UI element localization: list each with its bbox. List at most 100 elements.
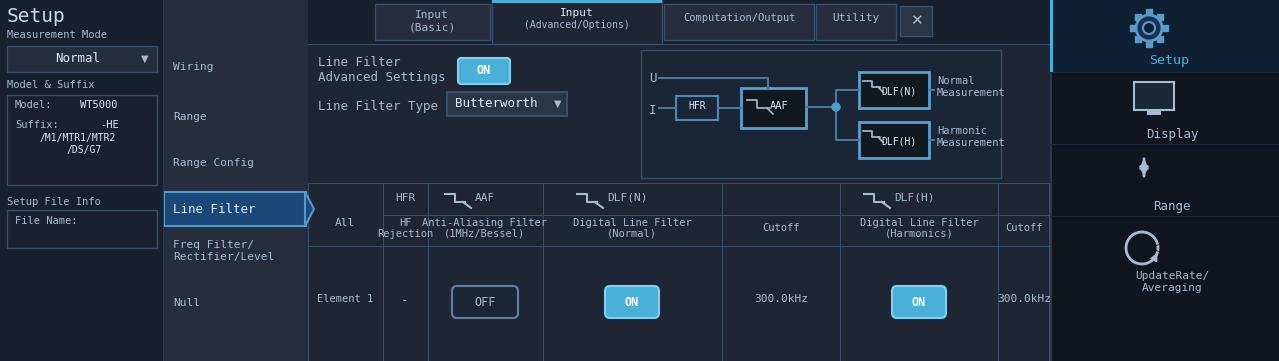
Bar: [308, 183, 1050, 184]
Bar: [382, 215, 1050, 216]
Bar: [308, 183, 1050, 361]
Circle shape: [833, 103, 840, 111]
Text: HF: HF: [399, 218, 412, 228]
Bar: [664, 4, 813, 40]
Text: Null: Null: [173, 298, 200, 308]
Text: Input: Input: [416, 10, 449, 20]
Text: Model:: Model:: [15, 100, 52, 110]
Text: WT5000: WT5000: [81, 100, 118, 110]
Text: HFR: HFR: [688, 101, 706, 111]
Circle shape: [1136, 15, 1163, 41]
Text: Line Filter: Line Filter: [318, 56, 400, 69]
Bar: [859, 122, 929, 158]
Text: HFR: HFR: [395, 193, 416, 203]
FancyBboxPatch shape: [458, 58, 510, 84]
Bar: [1050, 0, 1053, 361]
Bar: [1146, 41, 1152, 47]
Bar: [164, 192, 306, 226]
Text: Measurement: Measurement: [938, 138, 1005, 148]
Text: 300.0kHz: 300.0kHz: [755, 294, 808, 304]
Bar: [1157, 36, 1164, 42]
Text: I: I: [648, 104, 656, 117]
Text: (1MHz/Bessel): (1MHz/Bessel): [444, 229, 526, 239]
Text: (Advanced/Options): (Advanced/Options): [524, 20, 629, 30]
Text: /M1/MTR1/MTR2: /M1/MTR1/MTR2: [40, 133, 116, 143]
Text: Input: Input: [560, 8, 593, 18]
Bar: [1146, 9, 1152, 15]
Text: DLF(N): DLF(N): [881, 87, 917, 97]
Text: Freq Filter/: Freq Filter/: [173, 240, 255, 250]
Bar: [1050, 0, 1279, 72]
Bar: [1131, 25, 1136, 31]
Text: Cutoff: Cutoff: [1005, 223, 1042, 233]
Text: -HE: -HE: [100, 120, 119, 130]
Text: AAF: AAF: [770, 101, 788, 111]
Text: ON: ON: [477, 65, 491, 78]
Text: ON: ON: [625, 296, 640, 309]
Text: Setup File Info: Setup File Info: [6, 197, 101, 207]
Bar: [6, 46, 157, 72]
Text: Range: Range: [173, 112, 207, 122]
Bar: [308, 0, 1050, 44]
Text: DLF(N): DLF(N): [608, 193, 647, 203]
Text: Range Config: Range Config: [173, 158, 255, 168]
Text: Computation/Output: Computation/Output: [683, 13, 796, 23]
Text: Normal: Normal: [938, 76, 975, 86]
Text: (Basic): (Basic): [408, 22, 455, 32]
Text: Rectifier/Level: Rectifier/Level: [173, 252, 274, 262]
Text: Measurement Mode: Measurement Mode: [6, 30, 107, 40]
Bar: [1134, 36, 1141, 42]
Bar: [375, 4, 490, 40]
Text: Butterworth: Butterworth: [455, 97, 537, 110]
Text: Element 1: Element 1: [317, 294, 373, 304]
Bar: [1050, 144, 1279, 145]
Text: Line Filter Type: Line Filter Type: [318, 100, 437, 113]
Text: Setup: Setup: [6, 7, 65, 26]
Text: Suffix:: Suffix:: [15, 120, 59, 130]
Text: Line Filter: Line Filter: [173, 203, 256, 216]
Bar: [1050, 72, 1279, 73]
Bar: [1050, 72, 1279, 144]
Bar: [308, 246, 1050, 361]
Text: Advanced Settings: Advanced Settings: [318, 71, 445, 84]
Text: UpdateRate/: UpdateRate/: [1134, 271, 1209, 281]
Text: Setup: Setup: [1149, 54, 1189, 67]
Bar: [6, 95, 157, 185]
Text: ON: ON: [912, 296, 926, 309]
Bar: [492, 0, 663, 44]
Text: DLF(H): DLF(H): [881, 137, 917, 147]
Bar: [1134, 82, 1174, 110]
Bar: [162, 0, 308, 361]
Text: Measurement: Measurement: [938, 88, 1005, 98]
Polygon shape: [304, 192, 315, 226]
Bar: [308, 0, 1050, 361]
Text: Range: Range: [1154, 200, 1191, 213]
Bar: [492, 0, 663, 3]
Text: ▼: ▼: [554, 99, 561, 109]
FancyBboxPatch shape: [891, 286, 946, 318]
Text: Display: Display: [1146, 128, 1198, 141]
Bar: [816, 4, 897, 40]
Text: Normal: Normal: [55, 52, 100, 65]
Text: Wiring: Wiring: [173, 62, 214, 72]
Bar: [308, 246, 1050, 247]
Text: Model & Suffix: Model & Suffix: [6, 80, 95, 90]
Text: OFF: OFF: [475, 296, 496, 309]
Bar: [1050, 144, 1279, 216]
Bar: [1050, 216, 1279, 361]
Text: /DS/G7: /DS/G7: [67, 145, 102, 155]
Text: U: U: [648, 72, 656, 85]
Text: Anti-Aliasing Filter: Anti-Aliasing Filter: [422, 218, 547, 228]
FancyBboxPatch shape: [451, 286, 518, 318]
Text: Cutoff: Cutoff: [762, 223, 799, 233]
Text: Harmonic: Harmonic: [938, 126, 987, 136]
Bar: [1050, 216, 1279, 217]
Bar: [641, 50, 1001, 178]
Text: Digital Line Filter: Digital Line Filter: [859, 218, 978, 228]
Text: 300.0kHz: 300.0kHz: [998, 294, 1051, 304]
FancyBboxPatch shape: [605, 286, 659, 318]
Bar: [677, 96, 718, 120]
Text: ▼: ▼: [141, 54, 148, 64]
Text: AAF: AAF: [475, 193, 495, 203]
Text: (Normal): (Normal): [608, 229, 657, 239]
